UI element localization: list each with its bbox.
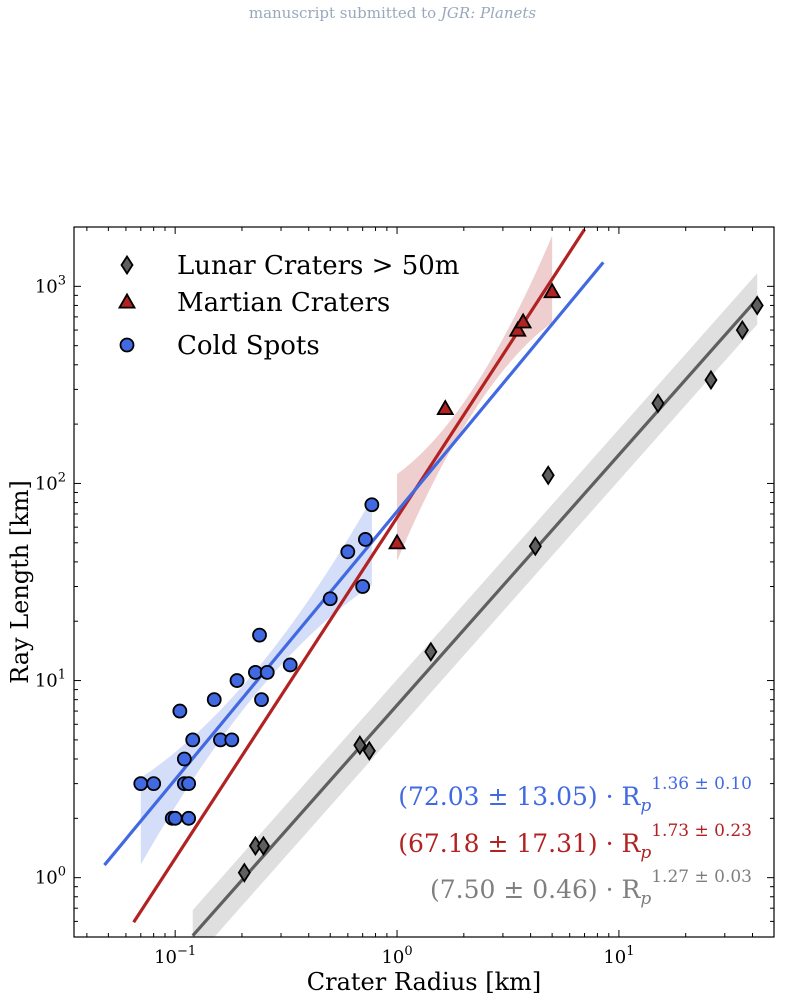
y-tick-label-base: 10	[35, 473, 58, 494]
fit-equations: (72.03 ± 13.05) · Rp1.36 ± 0.10 (67.18 ± …	[398, 774, 752, 909]
data-point-circle	[229, 673, 245, 688]
data-points	[133, 282, 764, 883]
x-tick-label-base: 10	[154, 947, 177, 968]
data-point-triangle	[514, 312, 533, 329]
data-point-triangle	[436, 399, 455, 416]
data-point-circle	[181, 776, 197, 792]
x-tick-label-exp: 1	[626, 944, 634, 959]
data-point-diamond	[735, 319, 749, 341]
x-tick-label-exp: 0	[404, 944, 412, 959]
data-point-diamond	[353, 735, 367, 756]
data-point-diamond	[424, 641, 438, 662]
x-tick-label: 100	[381, 944, 412, 968]
data-point-circle	[181, 810, 197, 826]
data-point-circle	[185, 732, 201, 748]
data-point-circle	[252, 627, 267, 643]
y-axis-label: Ray Length [km]	[6, 480, 34, 684]
data-point-circle	[254, 692, 269, 708]
fit-equation-1: (67.18 ± 17.31) · Rp1.73 ± 0.23	[398, 821, 752, 863]
legend-label-2: Cold Spots	[177, 331, 320, 361]
data-point-diamond	[237, 862, 251, 883]
x-tick-label: 101	[603, 944, 634, 968]
y-tick-label-base: 10	[35, 276, 58, 297]
data-point-diamond	[750, 295, 764, 316]
y-tick-label: 102	[35, 470, 66, 494]
fit-line-1	[132, 228, 586, 924]
data-point-triangle	[508, 320, 527, 337]
y-tick-label: 103	[35, 273, 66, 297]
y-tick-label-exp: 1	[58, 668, 66, 683]
data-point-circle	[133, 776, 149, 792]
data-point-diamond	[704, 369, 718, 391]
header-journal: JGR: Planets	[440, 4, 537, 22]
data-point-diamond	[256, 835, 271, 857]
header-prefix: manuscript submitted to	[248, 4, 437, 22]
legend-marker-diamond	[120, 254, 134, 276]
y-tick-label-exp: 2	[58, 470, 66, 485]
data-point-triangle	[543, 282, 562, 299]
x-tick-label: 10−1	[154, 944, 196, 968]
x-tick-label-base: 10	[381, 947, 404, 968]
data-point-circle	[355, 579, 371, 594]
fit-equation-2: (72.03 ± 13.05) · Rp1.36 ± 0.10	[398, 774, 752, 816]
data-point-diamond	[528, 536, 542, 557]
y-tick-label-exp: 3	[58, 273, 66, 288]
data-point-circle	[340, 544, 356, 560]
legend-marker-triangle	[117, 292, 137, 309]
data-point-circle	[167, 810, 183, 826]
legend-marker-circle	[119, 337, 135, 353]
fit-equation-0: (7.50 ± 0.46) · Rp1.27 ± 0.03	[430, 867, 752, 909]
plot-frame	[73, 226, 775, 938]
data-point-diamond	[362, 740, 376, 761]
data-point-circle	[259, 664, 275, 680]
data-point-circle	[357, 532, 373, 547]
legend-label-0: Lunar Craters > 50m	[177, 251, 459, 281]
legend-label-1: Martian Craters	[177, 288, 390, 318]
data-point-circle	[206, 692, 222, 708]
legend: Lunar Craters > 50m Martian Craters Cold S…	[117, 251, 459, 361]
data-point-circle	[146, 776, 162, 792]
y-tick-label-base: 10	[35, 671, 58, 692]
data-point-circle	[364, 497, 380, 513]
y-tick-label-base: 10	[35, 868, 58, 889]
y-tick-label: 100	[35, 865, 66, 889]
data-point-diamond	[541, 465, 555, 486]
x-tick-label-base: 10	[603, 947, 626, 968]
data-point-triangle	[387, 533, 407, 550]
data-point-circle	[172, 703, 188, 719]
data-point-circle	[176, 751, 192, 767]
y-tick-label: 101	[35, 668, 66, 692]
x-axis-label: Crater Radius [km]	[307, 968, 542, 996]
manuscript-header: manuscript submitted to JGR: Planets	[0, 4, 785, 22]
data-point-diamond	[651, 393, 665, 414]
data-point-circle	[282, 657, 298, 673]
y-tick-label-exp: 0	[58, 865, 66, 880]
data-point-circle	[224, 732, 240, 748]
data-point-circle	[322, 591, 338, 607]
confidence-band-0	[192, 273, 758, 937]
x-tick-label-exp: −1	[177, 944, 196, 959]
